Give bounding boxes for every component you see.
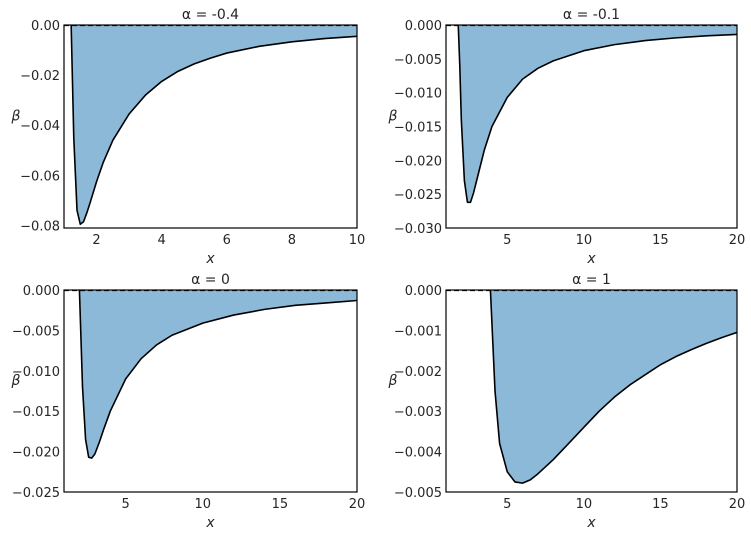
- panel-1-plot-area: [64, 25, 357, 226]
- panel-3-curve: [78, 290, 357, 459]
- panel-3-frame: [63, 289, 358, 493]
- panel-3-xtick-label: 15: [272, 497, 289, 512]
- panel-4-area-fill: [490, 290, 737, 484]
- panel-2-plot-area: [446, 25, 737, 204]
- panel-1-ytick-label: −0.06: [20, 169, 60, 184]
- panel-2-area-fill: [458, 25, 737, 203]
- panel-1-xtick-label: 8: [288, 233, 296, 248]
- panel-2-xlabel: x: [586, 251, 596, 267]
- panel-4-ytick-label: −0.002: [394, 365, 442, 380]
- panel-1-curve: [70, 25, 357, 226]
- panel-3-xtick-label: 20: [349, 497, 366, 512]
- panel-1: 2 4 6 8 10 0.00 −0.02 −0.04 −0.06 −0.08 x β α = -0.4: [11, 7, 366, 267]
- panel-4-curve: [489, 290, 737, 484]
- panel-2-ytick-label: −0.015: [394, 121, 442, 136]
- panel-4-ytick-label: −0.001: [394, 324, 442, 339]
- panel-2-ytick-label: −0.020: [394, 154, 442, 169]
- panel-1-xtick-label: 2: [92, 233, 100, 248]
- panel-1-xtick-label: 4: [158, 233, 166, 248]
- panel-3-title: α = 0: [191, 272, 230, 288]
- panel-3-xtick-label: 5: [122, 497, 130, 512]
- panel-3-xtick-label: 10: [195, 497, 212, 512]
- panel-4-ytick-label: 0.000: [405, 284, 442, 299]
- panel-3-ytick-label: 0.000: [23, 284, 60, 299]
- panel-4-plot-area: [446, 290, 737, 484]
- panel-1-xtick-label: 6: [223, 233, 231, 248]
- panel-1-ytick-label: 0.00: [31, 19, 60, 34]
- panel-3-ytick-label: −0.025: [12, 486, 60, 501]
- panel-4-xtick-label: 10: [576, 497, 593, 512]
- panel-2-ytick-label: −0.005: [394, 53, 442, 68]
- panel-4-ytick-label: −0.003: [394, 405, 442, 420]
- panel-1-xtick-label: 10: [349, 233, 366, 248]
- panel-4-title: α = 1: [572, 272, 611, 288]
- panel-2-ytick-label: −0.030: [394, 222, 442, 237]
- panel-3: 5 10 15 20 0.000 −0.005 −0.010 −0.015 −0.020 −0.0…: [11, 272, 366, 531]
- panel-4-ytick-label: −0.005: [394, 486, 442, 501]
- panel-1-ylabel: β: [11, 109, 21, 125]
- panel-3-ytick-label: −0.005: [12, 324, 60, 339]
- panel-4-xlabel: x: [586, 515, 596, 531]
- panel-3-ytick-label: −0.020: [12, 446, 60, 461]
- panel-2-frame: [445, 24, 738, 229]
- panel-4-ylabel: β: [388, 373, 398, 389]
- panel-1-area-fill: [71, 25, 357, 225]
- panel-2-title: α = -0.1: [563, 7, 620, 23]
- panel-2-curve: [457, 25, 737, 204]
- panel-1-frame: [63, 24, 358, 229]
- panel-4-xtick-label: 20: [729, 497, 746, 512]
- panel-2-ylabel: β: [388, 109, 398, 125]
- panel-3-plot-area: [64, 290, 357, 459]
- panel-2-xtick-label: 20: [729, 233, 746, 248]
- panel-3-area-fill: [79, 290, 357, 459]
- panel-1-xlabel: x: [205, 251, 215, 267]
- panel-2: 5 10 15 20 0.000 −0.005 −0.010 −0.015 −0.020 −0.0…: [388, 7, 746, 267]
- panel-2-ytick-label: −0.025: [394, 188, 442, 203]
- panel-2-ytick-label: −0.010: [394, 87, 442, 102]
- panel-1-title: α = -0.4: [182, 7, 239, 23]
- panel-3-ytick-label: −0.010: [12, 365, 60, 380]
- panel-3-xlabel: x: [205, 515, 215, 531]
- panel-1-ytick-label: −0.04: [20, 119, 60, 134]
- panel-4-ytick-label: −0.004: [394, 446, 442, 461]
- panel-4-xtick-label: 5: [503, 497, 511, 512]
- panel-1-ytick-label: −0.02: [20, 69, 60, 84]
- panel-2-xtick-label: 5: [503, 233, 511, 248]
- panel-2-ytick-label: 0.000: [405, 19, 442, 34]
- panel-4-frame: [445, 289, 738, 493]
- panel-2-xtick-label: 15: [652, 233, 669, 248]
- panel-4-xtick-label: 15: [652, 497, 669, 512]
- panel-4: 5 10 15 20 0.000 −0.001 −0.002 −0.003 −0.004 −0.0…: [388, 272, 746, 531]
- panel-3-ylabel: β: [11, 373, 21, 389]
- panel-3-ytick-label: −0.015: [12, 405, 60, 420]
- panel-1-ytick-label: −0.08: [20, 219, 60, 234]
- panel-2-xtick-label: 10: [576, 233, 593, 248]
